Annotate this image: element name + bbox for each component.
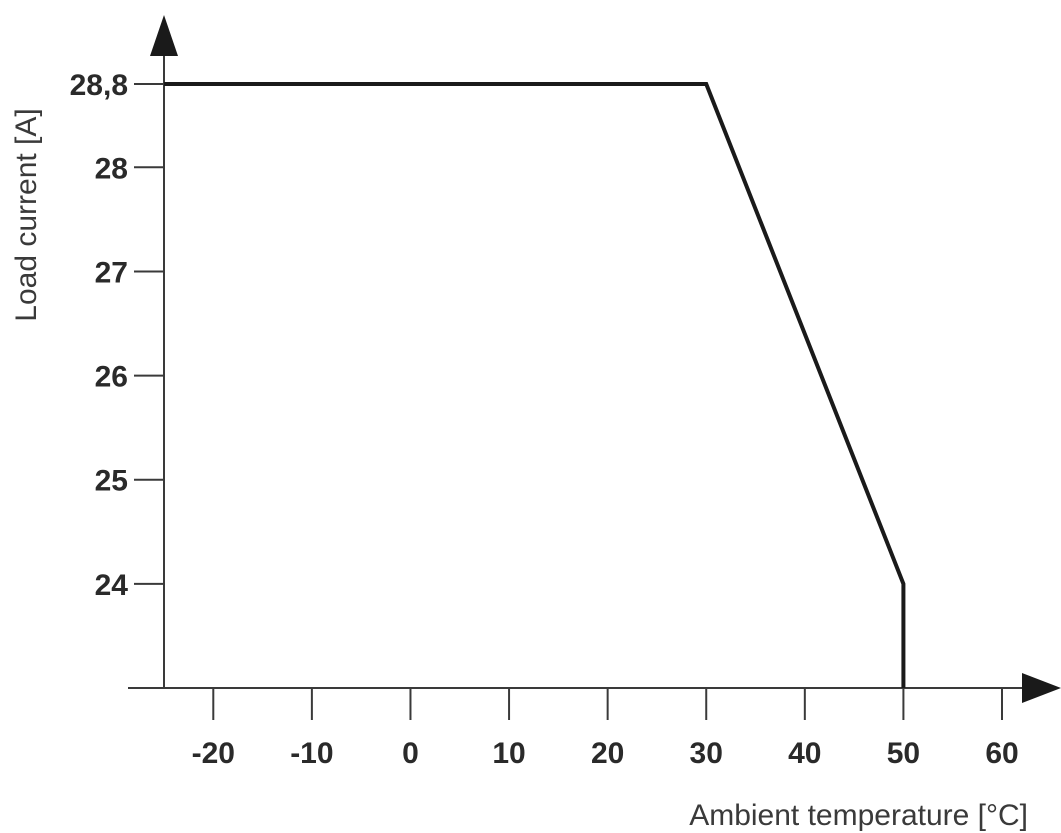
y-tick-label: 28,8: [70, 69, 128, 102]
x-tick-label: 30: [690, 737, 723, 770]
x-tick-label: 10: [492, 737, 525, 770]
x-tick-label: -20: [192, 737, 235, 770]
y-axis-ticks: 24 25 26 27 28 28,8: [70, 69, 164, 602]
y-tick-label: 26: [95, 361, 128, 394]
x-tick-label: -10: [290, 737, 333, 770]
x-tick-label: 60: [985, 737, 1018, 770]
x-tick-label: 50: [887, 737, 920, 770]
series-group: [164, 82, 906, 688]
x-axis-title: Ambient temperature [°C]: [689, 799, 1028, 832]
y-tick-label: 25: [95, 465, 128, 498]
y-tick-label: 24: [95, 569, 129, 602]
x-axis-ticks: -20 -10 0 10 20 30 40 50 60: [192, 688, 1019, 770]
y-axis-arrow-icon: [150, 15, 178, 56]
x-tick-label: 20: [591, 737, 624, 770]
y-axis-title: Load current [A]: [10, 108, 43, 321]
y-tick-label: 28: [95, 152, 128, 185]
series-line: [164, 82, 906, 688]
x-tick-label: 40: [788, 737, 821, 770]
x-axis-arrow-icon: [1022, 673, 1061, 703]
x-tick-label: 0: [402, 737, 419, 770]
y-tick-label: 27: [95, 256, 128, 289]
